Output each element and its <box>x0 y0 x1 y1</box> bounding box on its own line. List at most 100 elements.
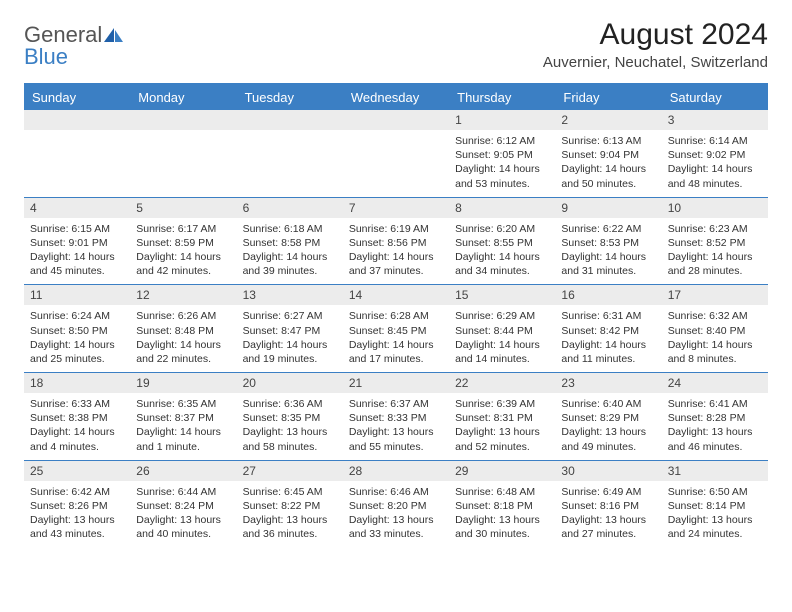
sunrise-text: Sunrise: 6:15 AM <box>30 222 124 236</box>
day-number: 7 <box>343 198 449 218</box>
sunset-text: Sunset: 8:18 PM <box>455 499 549 513</box>
day-cell: Sunrise: 6:28 AMSunset: 8:45 PMDaylight:… <box>343 305 449 372</box>
sunrise-text: Sunrise: 6:29 AM <box>455 309 549 323</box>
sunset-text: Sunset: 8:33 PM <box>349 411 443 425</box>
weekday-header-row: Sunday Monday Tuesday Wednesday Thursday… <box>24 85 768 110</box>
daylight-text: Daylight: 14 hours and 34 minutes. <box>455 250 549 278</box>
day-number: 20 <box>237 373 343 393</box>
sunset-text: Sunset: 8:28 PM <box>668 411 762 425</box>
sunrise-text: Sunrise: 6:27 AM <box>243 309 337 323</box>
day-number: 6 <box>237 198 343 218</box>
sunrise-text: Sunrise: 6:36 AM <box>243 397 337 411</box>
day-number <box>343 110 449 130</box>
day-number: 8 <box>449 198 555 218</box>
weekday-header: Tuesday <box>237 85 343 110</box>
day-cell: Sunrise: 6:42 AMSunset: 8:26 PMDaylight:… <box>24 481 130 548</box>
sunrise-text: Sunrise: 6:31 AM <box>561 309 655 323</box>
sunset-text: Sunset: 8:20 PM <box>349 499 443 513</box>
day-cell: Sunrise: 6:17 AMSunset: 8:59 PMDaylight:… <box>130 218 236 285</box>
daylight-text: Daylight: 13 hours and 33 minutes. <box>349 513 443 541</box>
sunrise-text: Sunrise: 6:26 AM <box>136 309 230 323</box>
daynum-row: 4 5 6 7 8 9 10 <box>24 197 768 218</box>
daylight-text: Daylight: 14 hours and 14 minutes. <box>455 338 549 366</box>
sunrise-text: Sunrise: 6:37 AM <box>349 397 443 411</box>
sunset-text: Sunset: 8:44 PM <box>455 324 549 338</box>
day-number: 21 <box>343 373 449 393</box>
daylight-text: Daylight: 14 hours and 11 minutes. <box>561 338 655 366</box>
sunrise-text: Sunrise: 6:45 AM <box>243 485 337 499</box>
day-number: 19 <box>130 373 236 393</box>
day-number: 1 <box>449 110 555 130</box>
sunset-text: Sunset: 8:14 PM <box>668 499 762 513</box>
sunrise-text: Sunrise: 6:50 AM <box>668 485 762 499</box>
day-cell: Sunrise: 6:15 AMSunset: 9:01 PMDaylight:… <box>24 218 130 285</box>
daylight-text: Daylight: 14 hours and 17 minutes. <box>349 338 443 366</box>
sunset-text: Sunset: 8:40 PM <box>668 324 762 338</box>
day-number: 9 <box>555 198 661 218</box>
daylight-text: Daylight: 13 hours and 36 minutes. <box>243 513 337 541</box>
sunset-text: Sunset: 8:52 PM <box>668 236 762 250</box>
day-cell: Sunrise: 6:40 AMSunset: 8:29 PMDaylight:… <box>555 393 661 460</box>
weekday-header: Wednesday <box>343 85 449 110</box>
day-cell: Sunrise: 6:29 AMSunset: 8:44 PMDaylight:… <box>449 305 555 372</box>
daylight-text: Daylight: 14 hours and 37 minutes. <box>349 250 443 278</box>
day-number <box>130 110 236 130</box>
day-cell: Sunrise: 6:49 AMSunset: 8:16 PMDaylight:… <box>555 481 661 548</box>
sunset-text: Sunset: 8:26 PM <box>30 499 124 513</box>
sunset-text: Sunset: 8:29 PM <box>561 411 655 425</box>
content-row: Sunrise: 6:12 AMSunset: 9:05 PMDaylight:… <box>24 130 768 197</box>
day-cell: Sunrise: 6:37 AMSunset: 8:33 PMDaylight:… <box>343 393 449 460</box>
day-cell: Sunrise: 6:44 AMSunset: 8:24 PMDaylight:… <box>130 481 236 548</box>
title-block: August 2024 Auvernier, Neuchatel, Switze… <box>543 18 768 71</box>
sunrise-text: Sunrise: 6:24 AM <box>30 309 124 323</box>
day-number: 17 <box>662 285 768 305</box>
day-number: 14 <box>343 285 449 305</box>
content-row: Sunrise: 6:33 AMSunset: 8:38 PMDaylight:… <box>24 393 768 460</box>
day-number: 27 <box>237 461 343 481</box>
sunset-text: Sunset: 8:37 PM <box>136 411 230 425</box>
weekday-header: Saturday <box>662 85 768 110</box>
day-number <box>237 110 343 130</box>
daylight-text: Daylight: 14 hours and 31 minutes. <box>561 250 655 278</box>
day-cell: Sunrise: 6:18 AMSunset: 8:58 PMDaylight:… <box>237 218 343 285</box>
sunset-text: Sunset: 8:35 PM <box>243 411 337 425</box>
day-cell: Sunrise: 6:48 AMSunset: 8:18 PMDaylight:… <box>449 481 555 548</box>
sunset-text: Sunset: 8:53 PM <box>561 236 655 250</box>
daylight-text: Daylight: 13 hours and 40 minutes. <box>136 513 230 541</box>
day-cell: Sunrise: 6:39 AMSunset: 8:31 PMDaylight:… <box>449 393 555 460</box>
day-cell: Sunrise: 6:23 AMSunset: 8:52 PMDaylight:… <box>662 218 768 285</box>
sunset-text: Sunset: 8:16 PM <box>561 499 655 513</box>
daylight-text: Daylight: 14 hours and 19 minutes. <box>243 338 337 366</box>
weekday-header: Friday <box>555 85 661 110</box>
day-number: 2 <box>555 110 661 130</box>
sunrise-text: Sunrise: 6:19 AM <box>349 222 443 236</box>
day-cell: Sunrise: 6:33 AMSunset: 8:38 PMDaylight:… <box>24 393 130 460</box>
logo-part2: Blue <box>24 44 68 69</box>
day-number: 25 <box>24 461 130 481</box>
day-number: 10 <box>662 198 768 218</box>
daylight-text: Daylight: 13 hours and 58 minutes. <box>243 425 337 453</box>
sunrise-text: Sunrise: 6:13 AM <box>561 134 655 148</box>
daylight-text: Daylight: 14 hours and 39 minutes. <box>243 250 337 278</box>
sunrise-text: Sunrise: 6:14 AM <box>668 134 762 148</box>
day-cell: Sunrise: 6:26 AMSunset: 8:48 PMDaylight:… <box>130 305 236 372</box>
day-cell: Sunrise: 6:12 AMSunset: 9:05 PMDaylight:… <box>449 130 555 197</box>
sunrise-text: Sunrise: 6:46 AM <box>349 485 443 499</box>
content-row: Sunrise: 6:24 AMSunset: 8:50 PMDaylight:… <box>24 305 768 372</box>
daylight-text: Daylight: 14 hours and 53 minutes. <box>455 162 549 190</box>
sunset-text: Sunset: 9:04 PM <box>561 148 655 162</box>
day-cell: Sunrise: 6:36 AMSunset: 8:35 PMDaylight:… <box>237 393 343 460</box>
daylight-text: Daylight: 14 hours and 1 minute. <box>136 425 230 453</box>
sunset-text: Sunset: 8:24 PM <box>136 499 230 513</box>
sunset-text: Sunset: 8:45 PM <box>349 324 443 338</box>
sunset-text: Sunset: 9:01 PM <box>30 236 124 250</box>
daylight-text: Daylight: 14 hours and 22 minutes. <box>136 338 230 366</box>
daynum-row: 25 26 27 28 29 30 31 <box>24 460 768 481</box>
daylight-text: Daylight: 13 hours and 24 minutes. <box>668 513 762 541</box>
sunset-text: Sunset: 8:59 PM <box>136 236 230 250</box>
sunrise-text: Sunrise: 6:17 AM <box>136 222 230 236</box>
sunrise-text: Sunrise: 6:49 AM <box>561 485 655 499</box>
day-number: 28 <box>343 461 449 481</box>
day-cell <box>24 130 130 197</box>
daylight-text: Daylight: 14 hours and 4 minutes. <box>30 425 124 453</box>
